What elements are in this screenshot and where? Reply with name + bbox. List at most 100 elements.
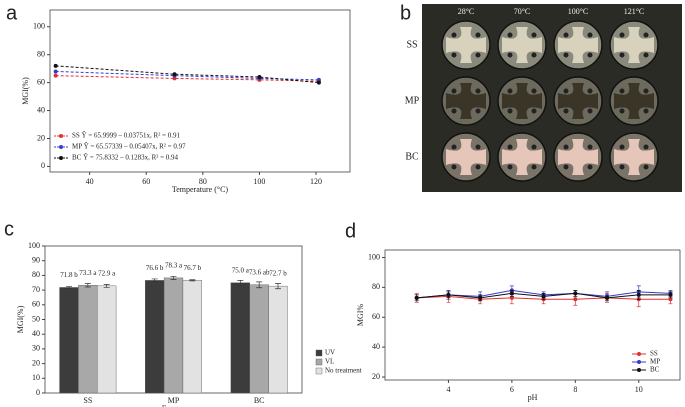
y-tick-label: 40 — [37, 105, 45, 114]
well — [643, 108, 649, 114]
point — [446, 292, 451, 297]
value-label: 73.3 a — [79, 269, 97, 277]
x-tick-label: 10 — [635, 385, 643, 394]
series-line — [55, 70, 319, 81]
legend-label: BC — [650, 366, 660, 374]
point — [53, 69, 58, 74]
well — [507, 32, 513, 38]
well — [475, 108, 481, 114]
error-bar — [170, 276, 177, 280]
well — [451, 108, 457, 114]
fungus-growth — [502, 27, 542, 63]
point — [257, 75, 262, 80]
well — [643, 144, 649, 150]
y-tick-label: 10 — [32, 373, 40, 382]
well — [643, 52, 649, 58]
y-tick-label: 100 — [28, 241, 40, 250]
value-label: 75.0 a — [232, 266, 250, 274]
y-tick-label: 20 — [32, 358, 40, 367]
well — [643, 32, 649, 38]
well — [531, 88, 537, 94]
point — [316, 77, 321, 82]
x-tick-label: BC — [254, 396, 265, 405]
x-tick-label: 60 — [142, 177, 150, 186]
error-bar — [65, 286, 72, 289]
legend-marker — [637, 360, 641, 364]
bar — [182, 280, 202, 394]
plot-frame — [49, 9, 351, 173]
panel-label: b — [400, 2, 411, 24]
point — [53, 73, 58, 78]
bar — [97, 285, 117, 394]
point — [172, 76, 177, 81]
point — [636, 292, 641, 297]
error-bar — [84, 283, 91, 288]
point — [668, 292, 673, 297]
well — [563, 108, 569, 114]
y-tick-label: 90 — [32, 256, 40, 265]
column-label: 121°C — [624, 7, 645, 16]
well — [531, 164, 537, 170]
fungus-growth — [446, 83, 486, 119]
well — [507, 88, 513, 94]
well — [451, 52, 457, 58]
point — [509, 295, 514, 300]
well — [507, 52, 513, 58]
point — [414, 295, 419, 300]
fungus-growth — [614, 27, 654, 63]
legend-marker — [59, 156, 63, 160]
x-tick-label: 4 — [446, 385, 450, 394]
well — [587, 144, 593, 150]
well — [475, 144, 481, 150]
error-bar — [275, 283, 282, 290]
y-tick-label: 20 — [372, 372, 380, 381]
well — [587, 32, 593, 38]
legend-marker — [637, 352, 641, 356]
value-label: 72.9 a — [98, 269, 116, 277]
y-tick-label: 40 — [372, 342, 380, 351]
well — [507, 108, 513, 114]
well — [619, 164, 625, 170]
plot-frame — [384, 249, 681, 381]
well — [563, 88, 569, 94]
well — [531, 32, 537, 38]
well — [563, 52, 569, 58]
well — [451, 32, 457, 38]
well — [619, 52, 625, 58]
well — [587, 52, 593, 58]
point — [573, 291, 578, 296]
well — [619, 108, 625, 114]
fungus-growth — [614, 139, 654, 175]
fungus-growth — [558, 83, 598, 119]
well — [475, 32, 481, 38]
x-axis-label: pH — [528, 393, 538, 402]
y-tick-label: 100 — [368, 252, 380, 261]
error-bar — [189, 279, 196, 282]
x-tick-label: MP — [168, 396, 180, 405]
point — [316, 80, 321, 85]
point — [668, 297, 673, 302]
legend-label: SS — [650, 350, 658, 358]
bar — [78, 285, 98, 394]
value-label: 72.7 b — [269, 270, 287, 278]
fungus-growth — [446, 139, 486, 175]
y-tick-label: 50 — [32, 314, 40, 323]
legend-marker — [59, 145, 63, 149]
y-tick-label: 100 — [33, 22, 45, 31]
x-axis-label: Temperature (°C) — [172, 185, 229, 194]
y-axis-label: MGI(%) — [16, 305, 25, 333]
well — [451, 144, 457, 150]
column-label: 100°C — [568, 7, 589, 16]
well — [451, 88, 457, 94]
y-axis-label: MGI(%) — [21, 77, 30, 105]
x-tick-label: 8 — [573, 385, 577, 394]
series-line — [55, 65, 319, 84]
bar — [230, 282, 250, 394]
row-label: SS — [406, 39, 417, 50]
point — [605, 295, 610, 300]
point — [509, 291, 514, 296]
point — [53, 63, 58, 68]
series-line — [55, 75, 319, 82]
panel-label: d — [345, 220, 356, 242]
